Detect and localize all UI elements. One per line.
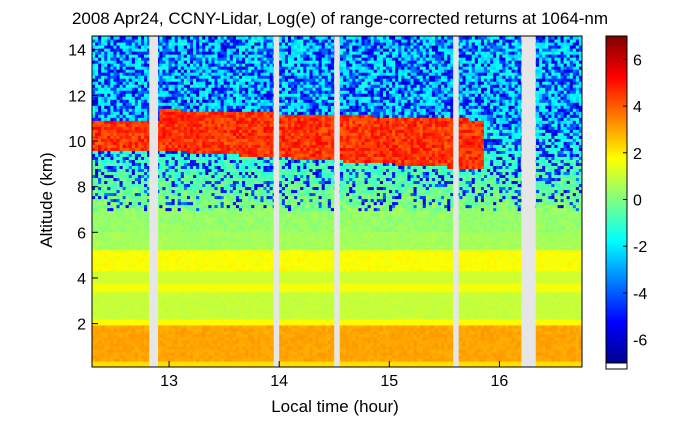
y-tick-label: 10 <box>68 134 86 151</box>
y-tick-label: 6 <box>77 225 86 242</box>
colorbar-tick-label: 6 <box>633 52 642 69</box>
colorbar-tick-label: 2 <box>633 146 642 163</box>
colorbar-tick-label: -2 <box>633 239 647 256</box>
x-tick-label: 13 <box>160 373 178 390</box>
x-axis-label: Local time (hour) <box>271 397 399 416</box>
data-gap <box>274 36 280 367</box>
data-gap <box>521 36 535 367</box>
y-tick-label: 12 <box>68 88 86 105</box>
colorbar-tick-label: -4 <box>633 286 647 303</box>
colorbar-tick-label: -6 <box>633 333 647 350</box>
y-tick-label: 2 <box>77 317 86 334</box>
x-tick-label: 15 <box>380 373 398 390</box>
x-tick-label: 14 <box>270 373 288 390</box>
y-tick-label: 4 <box>77 271 86 288</box>
y-tick-label: 14 <box>68 43 86 60</box>
y-tick-label: 8 <box>77 180 86 197</box>
colorbar-tick-label: 4 <box>633 99 642 116</box>
x-tick-label: 16 <box>491 373 509 390</box>
data-gap <box>334 36 340 367</box>
data-gap <box>149 36 158 367</box>
chart-title: 2008 Apr24, CCNY-Lidar, Log(e) of range-… <box>72 9 608 28</box>
colorbar-end-cap <box>606 363 627 369</box>
y-axis-label: Altitude (km) <box>37 152 56 247</box>
data-gap <box>453 36 459 367</box>
colorbar-tick-label: 0 <box>633 193 642 210</box>
